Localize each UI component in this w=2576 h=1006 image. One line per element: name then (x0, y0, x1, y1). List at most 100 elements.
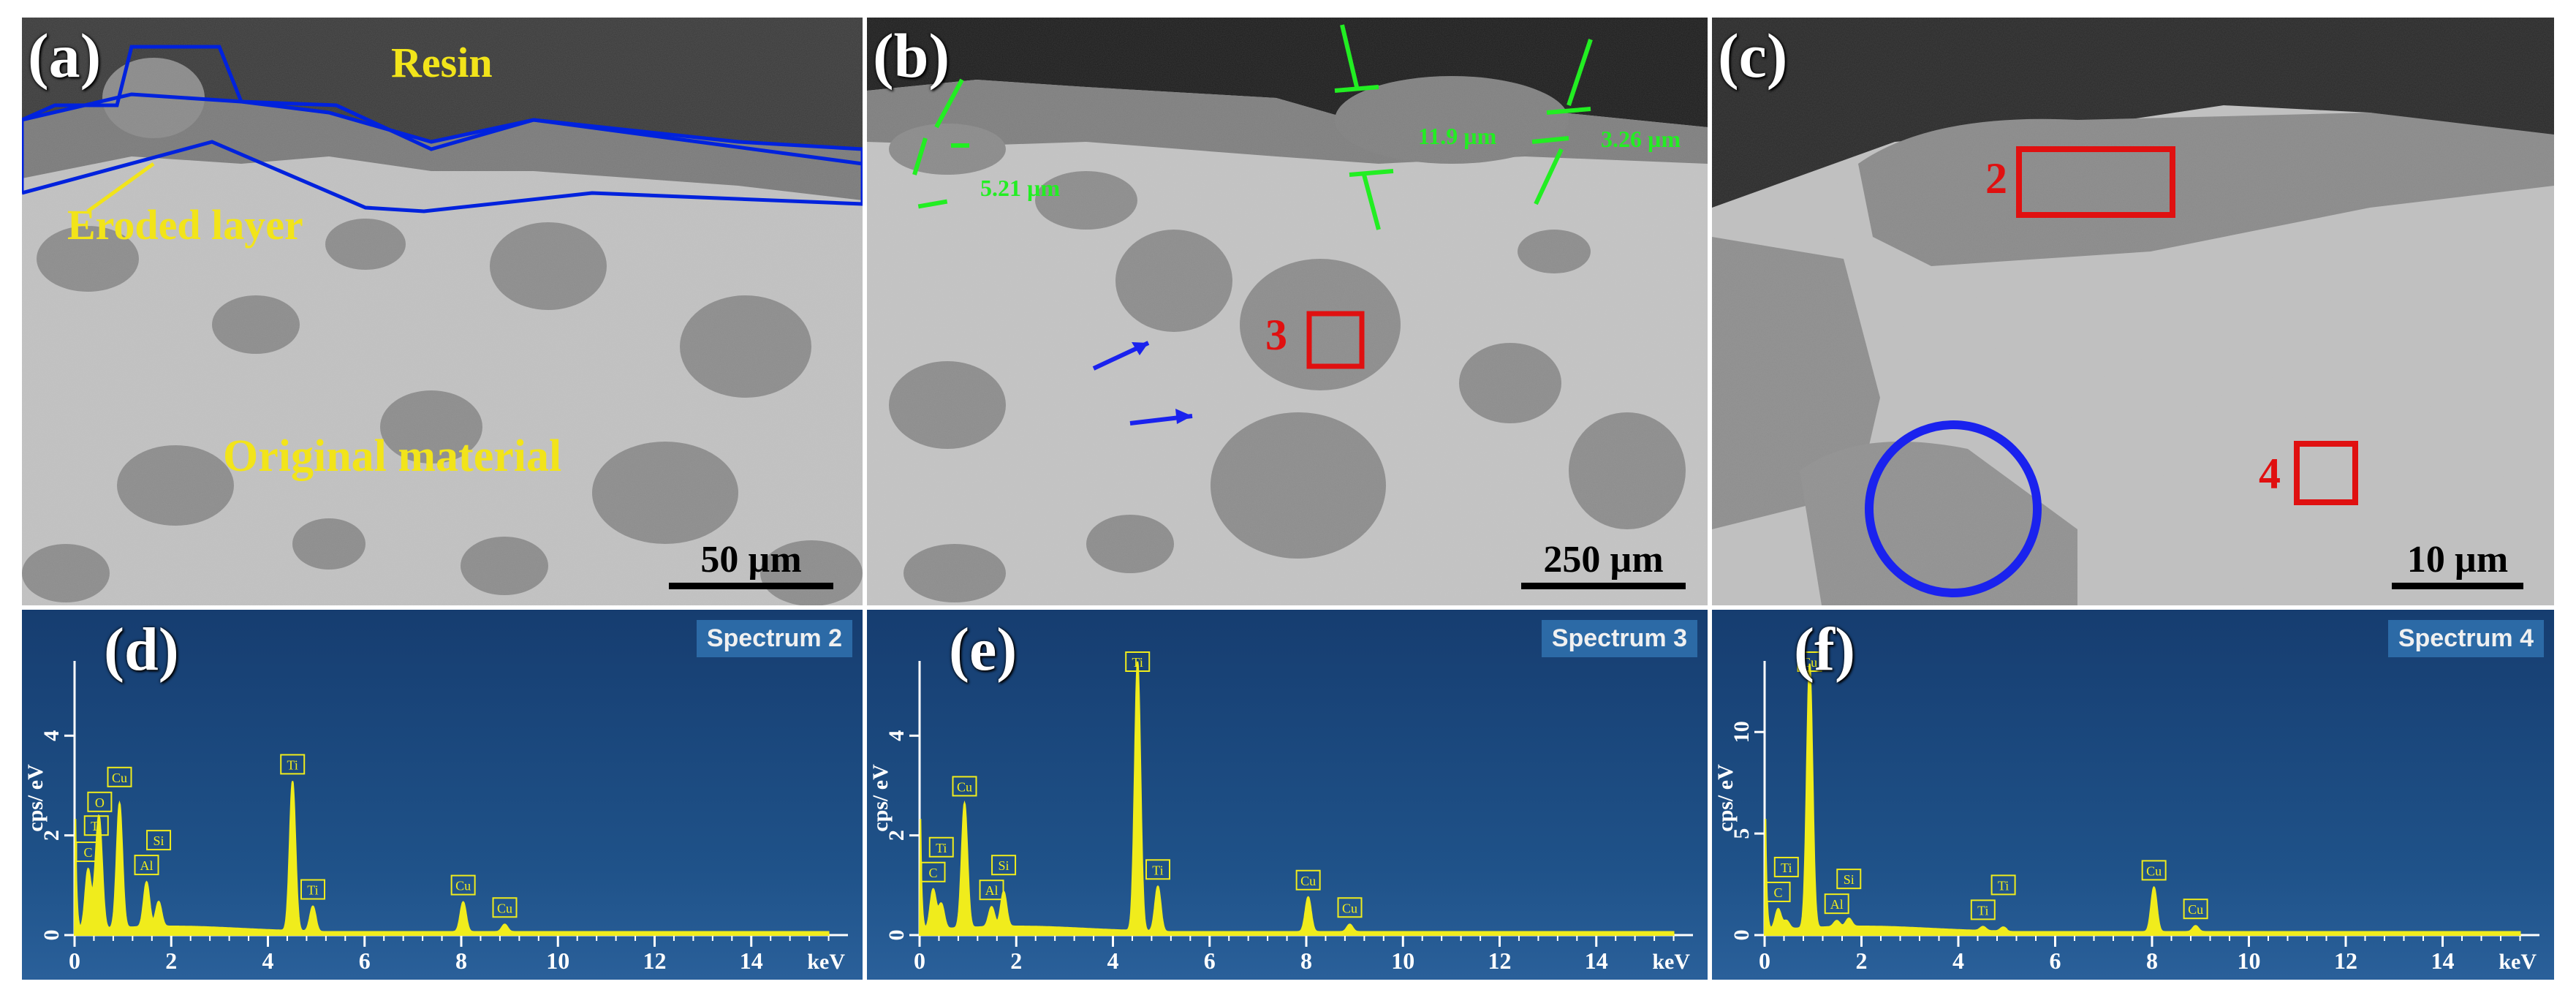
y-tick-label: 4 (884, 730, 909, 741)
peak-label: Ti (1132, 655, 1143, 670)
x-tick-label: 6 (359, 948, 371, 974)
peak-label-box (1797, 651, 1822, 672)
peak-label: Si (154, 833, 164, 848)
peak-label: Ti (307, 883, 318, 898)
sem-image-b (867, 18, 1708, 605)
peak-label: Al (985, 883, 999, 898)
x-axis-label: keV (2499, 950, 2537, 974)
peak-label: C (1774, 885, 1783, 900)
peak-label-box (1970, 899, 1996, 920)
x-tick-label: 0 (1759, 948, 1770, 974)
x-tick-label: 4 (262, 948, 274, 974)
x-tick-label: 10 (2238, 948, 2261, 974)
resin-label: Resin (391, 39, 493, 86)
region-label-4: 4 (2259, 450, 2281, 498)
x-tick-label: 8 (455, 948, 467, 974)
spectrum-trace (1763, 663, 2521, 936)
spectrum-panel-d: 0 2 4 6 8 10 12 14 keV 0 2 4 cps/ eV C Ti O Cu Al Si Ti Ti Cu… (22, 610, 863, 980)
peak-label: Cu (1300, 874, 1316, 888)
sem-image-c (1712, 18, 2554, 605)
y-axis-label: cps/ eV (868, 764, 893, 832)
peak-label-box (991, 855, 1017, 876)
spectrum-title-e: Spectrum 3 (1541, 620, 1697, 657)
y-tick-label: 0 (884, 930, 909, 941)
peak-label-box (107, 766, 132, 787)
peak-label: Ti (287, 757, 298, 772)
peak-label: Cu (455, 879, 471, 893)
peak-label-box (1836, 869, 1862, 890)
peak-label: C (929, 866, 938, 880)
x-tick-label: 6 (1204, 948, 1216, 974)
peak-label: Al (1830, 897, 1844, 912)
x-tick-label: 8 (1300, 948, 1312, 974)
spectrum-title-d: Spectrum 2 (696, 620, 852, 657)
peak-label: Ti (1998, 878, 2009, 893)
peak-label: Cu (497, 901, 512, 915)
peak-label-box (2183, 899, 2208, 920)
panel-label-d: (d) (104, 616, 179, 684)
peak-label-box (1824, 893, 1849, 915)
x-tick-label: 0 (914, 948, 925, 974)
panel-label-a: (a) (28, 20, 102, 91)
peak-label-box (1145, 859, 1170, 880)
peak-label: Ti (1977, 903, 1988, 918)
thickness-label-1: 5.21 µm (980, 175, 1061, 201)
x-tick-label: 12 (2334, 948, 2357, 974)
x-tick-label: 10 (1391, 948, 1414, 974)
y-tick-label: 10 (1730, 721, 1754, 743)
peak-label: Al (140, 858, 154, 873)
peak-label-box (280, 754, 306, 775)
peak-label-box (1125, 651, 1151, 672)
original-material-label: Original material (223, 431, 562, 481)
x-tick-label: 8 (2146, 948, 2158, 974)
peak-label: Cu (1342, 901, 1357, 915)
x-tick-label: 14 (740, 948, 763, 974)
peak-label: Si (1844, 872, 1855, 887)
spectrum-panel-f: 0 2 4 6 8 10 12 14 keV 0 5 10 cps/ eV C Ti Cu Al Si Ti Ti Cu… (1712, 610, 2554, 980)
x-tick-label: 14 (1585, 948, 1608, 974)
x-tick-label: 6 (2050, 948, 2061, 974)
sem-panel-b: (b) 5.21 µm 11.9 µm 3.26 µm 3 250 µm (867, 18, 1708, 605)
x-axis-label: keV (807, 950, 845, 974)
x-tick-label: 4 (1107, 948, 1119, 974)
peak-label: Si (999, 858, 1009, 873)
sem-panel-a: (a) Resin Eroded layer Original material… (22, 18, 863, 605)
x-tick-label: 14 (2431, 948, 2455, 974)
panel-label-e: (e) (949, 616, 1018, 684)
peak-label-box (134, 855, 159, 876)
spectrum-trace (73, 781, 830, 936)
y-tick-label: 4 (39, 730, 64, 741)
peak-label-box (1990, 874, 2016, 896)
panel-label-b: (b) (873, 20, 950, 91)
x-tick-label: 0 (69, 948, 80, 974)
sem-image-a (22, 18, 863, 605)
spectrum-trace (918, 661, 1675, 936)
peak-label: Cu (2188, 902, 2203, 917)
peak-label: Ti (91, 819, 102, 833)
y-tick-label: 0 (39, 930, 64, 941)
peak-label-box (1765, 881, 1791, 902)
peak-label-box (1773, 856, 1799, 877)
scale-bar-b: 250 µm (1521, 540, 1686, 589)
x-axis-label: keV (1652, 950, 1690, 974)
spectrum-title-f: Spectrum 4 (2387, 620, 2544, 657)
peak-label: Cu (957, 779, 972, 794)
region-label-3: 3 (1265, 311, 1287, 359)
y-tick-label: 2 (884, 830, 909, 841)
y-tick-label: 0 (1730, 930, 1754, 941)
x-tick-label: 2 (165, 948, 177, 974)
peak-label-box (928, 836, 954, 858)
peak-label: Ti (1781, 861, 1792, 875)
scale-bar-c: 10 µm (2392, 540, 2523, 589)
x-tick-label: 12 (1488, 948, 1512, 974)
scale-line-a (669, 583, 833, 589)
scale-bar-a: 50 µm (669, 540, 833, 589)
scale-text-c: 10 µm (2406, 539, 2509, 580)
scale-line-b (1521, 583, 1686, 589)
x-tick-label: 2 (1010, 948, 1022, 974)
eroded-layer-label: Eroded layer (67, 201, 303, 249)
y-axis-label: cps/ eV (23, 764, 48, 832)
peak-label: O (95, 795, 105, 810)
x-tick-label: 12 (643, 948, 667, 974)
